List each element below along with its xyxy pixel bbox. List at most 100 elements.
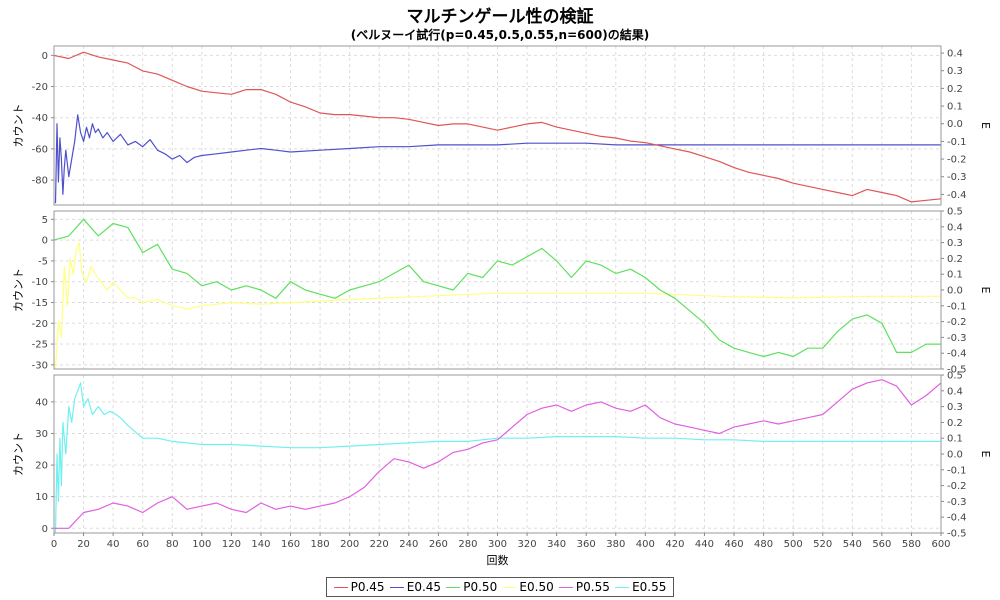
legend-item-e055: E0.55 — [615, 580, 666, 594]
y-tick-label-right: 0.1 — [947, 102, 963, 113]
x-tick-label: 500 — [784, 539, 803, 550]
y-tick-label-right: -0.4 — [947, 190, 967, 201]
y-tick-label-left: 0 — [42, 236, 48, 247]
legend-item-p045: P0.45 — [333, 580, 385, 594]
y-tick-label-left: -25 — [32, 340, 48, 351]
y-tick-label-right: 0.2 — [947, 254, 963, 265]
y-tick-label-right: 0.5 — [947, 371, 963, 382]
y-tick-label-right: 0.4 — [947, 49, 963, 60]
y-tick-label-right: 0.1 — [947, 434, 963, 445]
y-tick-label-left: -20 — [32, 82, 48, 93]
x-tick-label: 200 — [340, 539, 359, 550]
legend-item-e050: E0.50 — [502, 580, 554, 594]
y-tick-label-right: 0.0 — [947, 119, 963, 130]
x-tick-label: 540 — [843, 539, 862, 550]
x-tick-label: 340 — [547, 539, 566, 550]
x-tick-label: 140 — [251, 539, 270, 550]
x-tick-label: 360 — [577, 539, 596, 550]
x-tick-label: 240 — [399, 539, 418, 550]
y-tick-label-left: 30 — [35, 429, 48, 440]
legend-label: P0.55 — [575, 580, 610, 594]
legend-swatch — [502, 586, 517, 588]
y-tick-label-right: 0.2 — [947, 84, 963, 95]
y-tick-label-left: -40 — [32, 113, 48, 124]
y-tick-label-left: 0 — [42, 51, 48, 62]
y-tick-label-left: -30 — [32, 360, 48, 371]
legend-item-e045: E0.45 — [389, 580, 442, 594]
y-axis-label-left: カウント — [12, 432, 25, 476]
x-tick-label: 580 — [902, 539, 921, 550]
y-tick-label-right: -0.3 — [947, 497, 967, 508]
x-tick-label: 220 — [370, 539, 389, 550]
series-line-P0.45 — [53, 51, 942, 203]
legend-item-p050: P0.50 — [446, 580, 497, 594]
y-tick-label-right: -0.1 — [947, 137, 967, 148]
y-tick-label-right: -0.1 — [947, 465, 967, 476]
x-tick-label: 20 — [77, 539, 90, 550]
y-tick-label-left: 40 — [35, 397, 48, 408]
y-axis-label-right: E — [979, 451, 992, 458]
legend-swatch — [615, 586, 630, 588]
y-tick-label-right: -0.3 — [947, 172, 967, 183]
x-axis-label: 回数 — [487, 554, 509, 567]
y-tick-label-right: 0.0 — [947, 286, 963, 297]
y-tick-label-right: 0.3 — [947, 66, 963, 77]
y-tick-label-left: -15 — [32, 298, 48, 309]
y-tick-label-right: -0.2 — [947, 317, 967, 328]
y-tick-label-right: -0.2 — [947, 481, 967, 492]
x-tick-label: 560 — [872, 539, 891, 550]
x-tick-label: 480 — [754, 539, 773, 550]
y-tick-label-right: 0.3 — [947, 238, 963, 249]
series-line-E0.50 — [54, 242, 941, 370]
y-axis-label-left: カウント — [12, 268, 25, 312]
x-tick-label: 420 — [665, 539, 684, 550]
x-tick-label: 260 — [429, 539, 448, 550]
y-tick-label-right: -0.3 — [947, 333, 967, 344]
plot-frame — [53, 45, 942, 206]
x-tick-label: 180 — [311, 539, 330, 550]
y-tick-label-right: -0.1 — [947, 301, 967, 312]
y-tick-label-left: -20 — [32, 319, 48, 330]
y-tick-label-right: 0.4 — [947, 222, 963, 233]
y-tick-label-left: -80 — [32, 176, 48, 187]
legend-swatch — [333, 586, 348, 588]
y-axis-label-right: E — [979, 122, 992, 129]
y-tick-label-right: -0.5 — [947, 365, 967, 376]
y-tick-label-right: 0.0 — [947, 450, 963, 461]
legend: P0.45 E0.45 P0.50 E0.50 P0.55 E0.55 — [326, 577, 674, 597]
legend-item-p055: P0.55 — [558, 580, 610, 594]
y-tick-label-right: -0.4 — [947, 349, 967, 360]
x-tick-label: 460 — [724, 539, 743, 550]
series-line-P0.55 — [54, 379, 942, 529]
y-tick-label-right: 0.3 — [947, 402, 963, 413]
x-tick-label: 440 — [695, 539, 714, 550]
x-tick-label: 380 — [606, 539, 625, 550]
series-line-E0.45 — [54, 114, 941, 204]
legend-label: P0.50 — [463, 580, 498, 594]
x-tick-label: 120 — [222, 539, 241, 550]
x-tick-label: 160 — [281, 539, 300, 550]
y-axis-label-left: カウント — [12, 104, 25, 148]
y-tick-label-left: 5 — [42, 215, 48, 226]
x-tick-label: 60 — [136, 539, 149, 550]
x-tick-label: 280 — [458, 539, 477, 550]
series-line-E0.55 — [54, 382, 941, 534]
y-tick-label-left: 0 — [42, 524, 48, 535]
legend-label: E0.45 — [406, 580, 442, 594]
legend-swatch — [389, 586, 404, 588]
series-line-P0.50 — [53, 218, 941, 358]
y-tick-label-right: 0.1 — [947, 270, 963, 281]
y-tick-label-left: -60 — [32, 144, 48, 155]
x-tick-label: 400 — [636, 539, 655, 550]
x-tick-label: 600 — [931, 539, 950, 550]
x-tick-label: 40 — [107, 539, 120, 550]
x-tick-label: 0 — [51, 539, 57, 550]
legend-swatch — [558, 586, 573, 588]
legend-swatch — [446, 586, 461, 588]
x-tick-label: 320 — [518, 539, 537, 550]
y-tick-label-right: 0.4 — [947, 386, 963, 397]
y-tick-label-right: -0.4 — [947, 513, 967, 524]
y-axis-label-right: E — [979, 287, 992, 294]
legend-label: E0.55 — [632, 580, 667, 594]
